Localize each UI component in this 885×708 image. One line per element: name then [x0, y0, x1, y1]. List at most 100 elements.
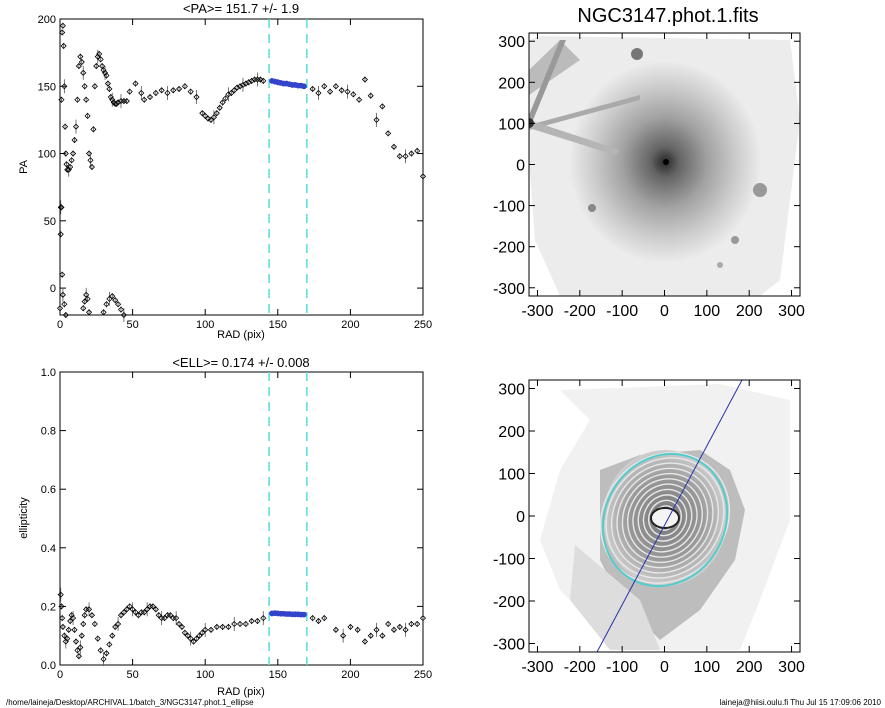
- fit-ellipse-contour: [610, 462, 720, 574]
- ell-data-point: [65, 626, 72, 633]
- ell-data-point: [260, 615, 267, 622]
- pa-x-label: RAD (pix): [217, 329, 265, 341]
- ell-data-point: [123, 606, 130, 613]
- pa-data-point: [59, 29, 66, 36]
- img2-y-tick-label: 200: [498, 424, 525, 441]
- pa-plot-frame: [59, 18, 424, 316]
- ell-data-point: [254, 617, 261, 625]
- pa-data-point: [390, 143, 398, 150]
- pa-data-point: [356, 96, 363, 103]
- ell-x-tick-label: 150: [269, 669, 287, 681]
- ell-data-point: [77, 644, 84, 651]
- fit-ellipse-contour: [621, 472, 709, 564]
- img2-y-tick-label: 100: [498, 467, 525, 484]
- pa-data-point: [327, 88, 334, 95]
- fit-ellipse-contour: [637, 488, 693, 548]
- galaxy-image: [529, 36, 800, 296]
- pa-data-point: [59, 291, 66, 298]
- img2-y-tick-label: -200: [493, 594, 525, 611]
- img1-x-tick-label: 200: [736, 303, 763, 320]
- galaxy-image-panel: NGC3147.phot.1.fits -300 -200 -100 0 100 200 3…: [493, 5, 805, 320]
- pa-data-point: [61, 301, 68, 308]
- ell-y-tick-label: 0.2: [41, 601, 56, 613]
- ell-x-tick-label: 50: [126, 669, 138, 681]
- ell-data-point: [103, 650, 110, 657]
- pa-data-point: [350, 91, 357, 98]
- pa-data-point: [57, 231, 64, 238]
- ell-data-point: [72, 638, 80, 645]
- ell-plot-frame: [59, 371, 424, 666]
- img1-x-tick-label: -300: [521, 303, 553, 320]
- img2-x-tick-label: -200: [564, 659, 596, 676]
- ell-fit-range-lines: [268, 372, 308, 665]
- ell-data-point: [155, 612, 162, 619]
- pa-data-point: [85, 150, 93, 157]
- pa-data-point: [103, 72, 110, 79]
- ell-data-point: [149, 603, 156, 610]
- pa-y-label: PA: [18, 159, 30, 174]
- pa-data-point: [213, 110, 220, 117]
- ellipticity-plot: <ELL>= 0.174 +/- 0.008 0 50 100 150 200 250 0…: [18, 355, 432, 698]
- pa-data-point: [236, 83, 244, 90]
- pa-y-tick-label: 100: [38, 149, 56, 161]
- pa-data-point: [414, 147, 421, 154]
- img2-x-tick-label: -100: [606, 659, 638, 676]
- pa-y-tick-label: 150: [38, 81, 56, 93]
- pa-data-point: [74, 96, 81, 103]
- major-axis-line: [596, 380, 743, 652]
- ell-data-points: [57, 587, 427, 667]
- ell-data-point: [385, 620, 392, 628]
- ell-y-tick-label: 0.8: [41, 426, 56, 438]
- ell-data-point: [91, 620, 98, 628]
- pa-y-tick-label: 0: [50, 283, 56, 295]
- pa-data-point: [199, 110, 206, 117]
- pa-fit-range-lines: [268, 19, 308, 315]
- pa-data-point: [62, 311, 69, 319]
- ell-y-label: ellipticity: [18, 497, 30, 539]
- pa-data-point: [72, 123, 80, 130]
- pa-data-point: [115, 301, 122, 308]
- ell-data-point: [75, 653, 82, 660]
- pa-data-point: [115, 99, 122, 106]
- fit-ellipse-contour: [642, 494, 688, 542]
- ell-data-point: [144, 606, 151, 613]
- img1-x-tick-label: 100: [693, 303, 720, 320]
- pa-data-point: [100, 309, 107, 316]
- pa-data-point: [59, 271, 66, 278]
- ell-data-point: [402, 626, 409, 633]
- ell-data-point: [396, 623, 403, 630]
- ell-data-point: [187, 635, 194, 642]
- pa-data-point: [228, 89, 235, 97]
- ell-data-point: [132, 609, 139, 616]
- pa-data-point: [175, 85, 183, 93]
- ellipse-fit-y-ticks: -300 -200 -100 0 100 200 300: [493, 382, 800, 654]
- ell-data-point: [173, 615, 180, 622]
- img2-x-tick-label: 300: [778, 659, 805, 676]
- ell-plot-title: <ELL>= 0.174 +/- 0.008: [172, 355, 309, 370]
- pa-data-point: [84, 295, 91, 302]
- pa-data-point: [117, 306, 125, 313]
- ell-data-point: [141, 609, 148, 616]
- pa-fit-point: [301, 83, 307, 90]
- pa-x-tick-label: 200: [341, 319, 359, 331]
- pa-data-point: [207, 116, 215, 123]
- galaxy-image-y-ticks: -300 -200 -100 0 100 200 300: [493, 34, 800, 298]
- pa-x-tick-label: 50: [126, 319, 138, 331]
- pa-data-point: [132, 80, 139, 87]
- pa-data-point: [216, 104, 223, 111]
- pa-x-tick-label: 100: [196, 319, 214, 331]
- pa-data-point: [106, 295, 113, 302]
- ell-data-point: [167, 612, 174, 619]
- pa-data-point: [58, 204, 65, 211]
- pa-data-point: [332, 83, 339, 90]
- img2-y-tick-label: -100: [493, 552, 525, 569]
- ell-data-point: [225, 623, 232, 630]
- pa-data-point: [109, 293, 116, 300]
- pa-data-point: [408, 150, 415, 157]
- pa-data-point: [248, 77, 255, 84]
- pa-data-point: [146, 93, 154, 101]
- ell-data-point: [321, 615, 328, 622]
- ell-data-point: [74, 647, 81, 654]
- img2-x-tick-label: 100: [693, 659, 720, 676]
- img1-y-tick-label: 0: [516, 158, 525, 175]
